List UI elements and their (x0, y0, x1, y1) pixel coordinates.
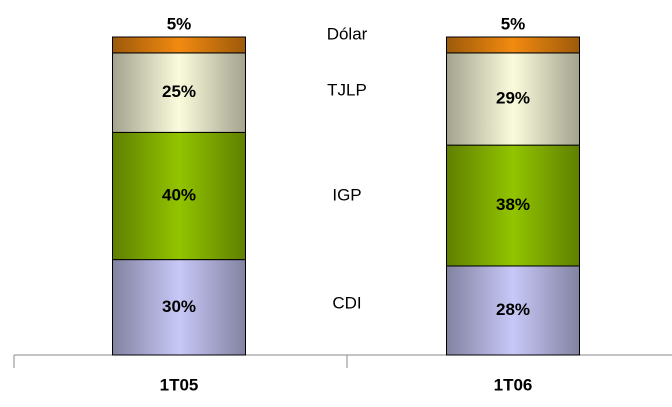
bar-segment (446, 36, 580, 54)
value-label: 28% (496, 300, 530, 319)
series-label: Dólar (327, 24, 368, 43)
value-label: 5% (167, 14, 192, 33)
bar-segment (112, 36, 246, 54)
value-label: 30% (162, 297, 196, 316)
series-label: TJLP (327, 80, 367, 99)
value-label: 40% (162, 185, 196, 204)
value-label: 38% (496, 195, 530, 214)
series-label: CDI (332, 293, 361, 312)
value-label: 5% (501, 14, 526, 33)
value-label: 25% (162, 82, 196, 101)
value-label: 29% (496, 88, 530, 107)
x-tick-label: 1T06 (494, 375, 533, 394)
x-tick-label: 1T05 (160, 375, 199, 394)
series-label: IGP (332, 185, 361, 204)
